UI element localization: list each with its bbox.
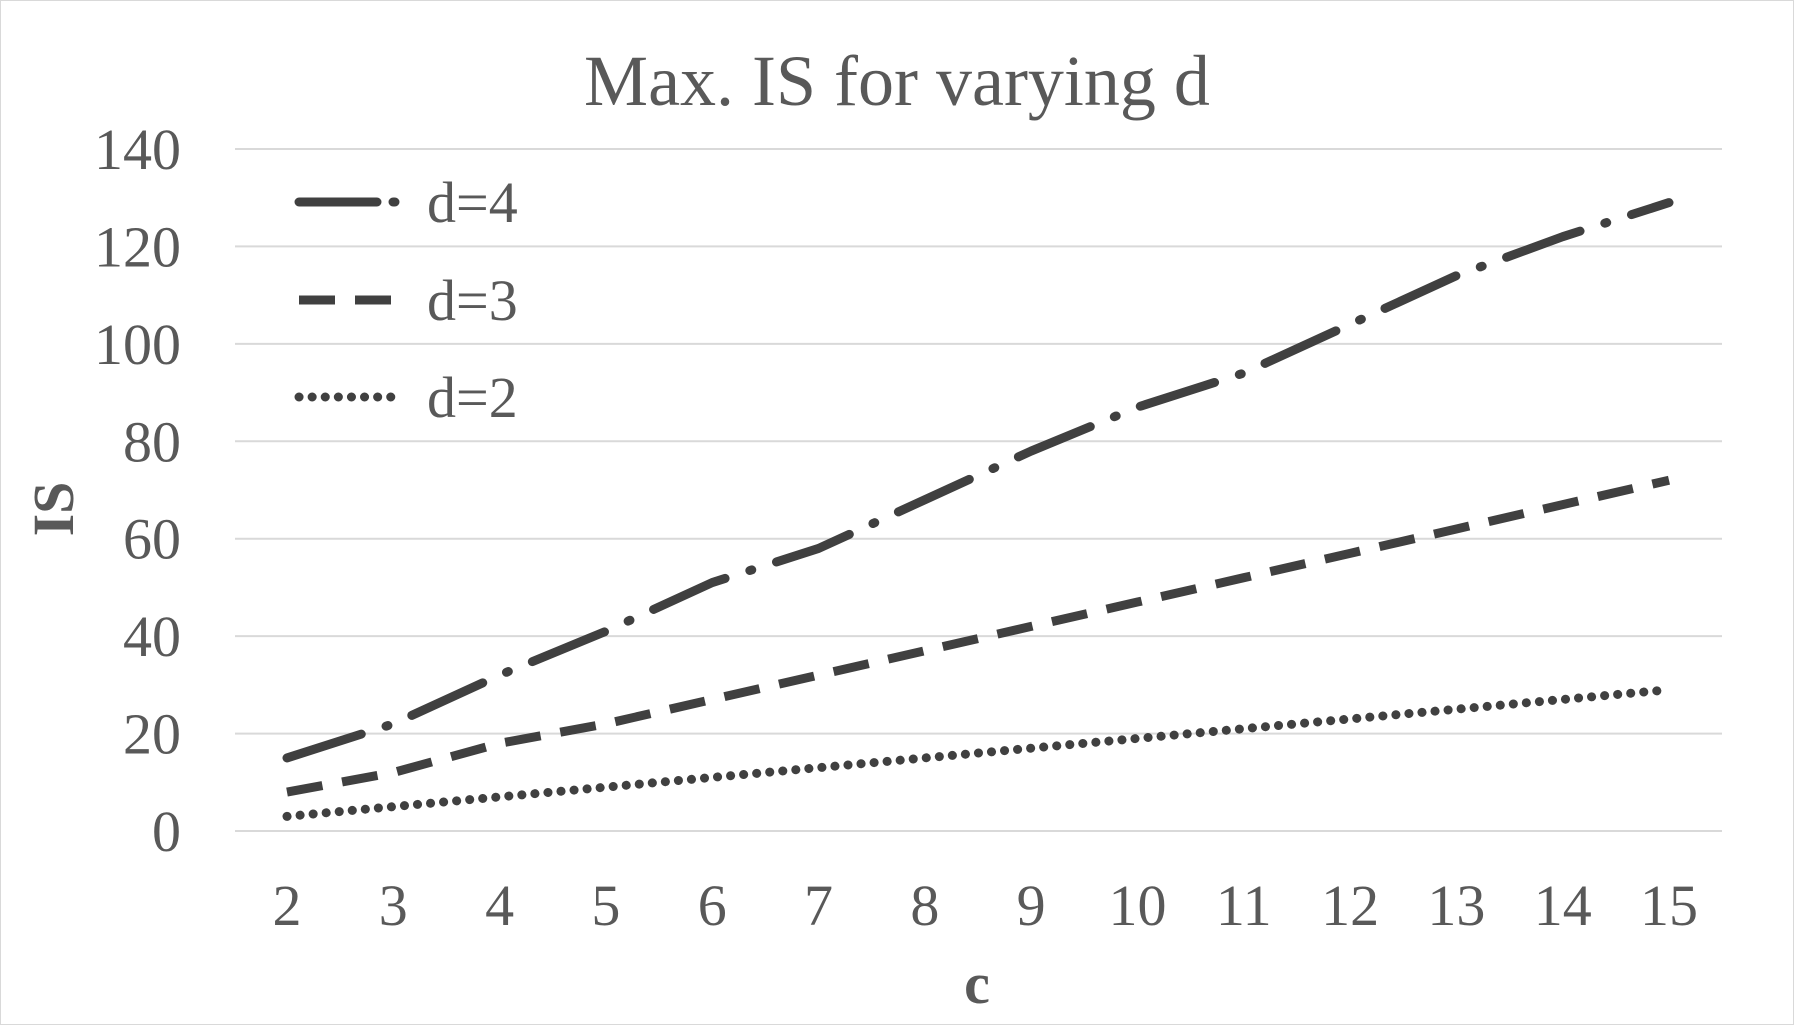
y-tick-label: 20 [123, 702, 181, 767]
y-tick-label: 80 [123, 409, 181, 474]
legend-label: d=4 [427, 170, 518, 235]
x-tick-label: 15 [1640, 873, 1698, 938]
x-tick-label: 2 [273, 873, 302, 938]
series-line-d-2 [282, 685, 1674, 821]
x-tick-label: 3 [379, 873, 408, 938]
x-tick-label: 9 [1017, 873, 1046, 938]
x-tick-label: 10 [1108, 873, 1166, 938]
y-tick-label: 60 [123, 507, 181, 572]
x-tick-label: 5 [591, 873, 620, 938]
x-tick-label: 11 [1216, 873, 1272, 938]
y-axis-label: IS [21, 482, 86, 537]
x-tick-label: 7 [804, 873, 833, 938]
x-tick-label: 13 [1427, 873, 1485, 938]
series-line-d-3 [286, 475, 1671, 797]
series-lines [282, 198, 1674, 821]
legend: d=4 d=3 d=2 [294, 170, 518, 430]
x-tick-label: 6 [698, 873, 727, 938]
chart-title: Max. IS for varying d [584, 41, 1210, 121]
x-tick-label: 12 [1321, 873, 1379, 938]
x-tick-label: 8 [910, 873, 939, 938]
x-axis-label: c [964, 951, 990, 1016]
y-tick-label: 140 [94, 117, 181, 182]
y-tick-label: 40 [123, 604, 181, 669]
y-tick-labels: 0 20 40 60 80 100 120 140 [94, 117, 181, 864]
y-tick-label: 120 [94, 214, 181, 279]
legend-label: d=3 [427, 268, 518, 333]
x-tick-label: 14 [1534, 873, 1592, 938]
gridlines [235, 148, 1722, 832]
series-line-d-4 [282, 198, 1674, 763]
legend-label: d=2 [427, 365, 518, 430]
y-tick-label: 100 [94, 312, 181, 377]
x-tick-labels: 2 3 4 5 6 7 8 9 10 11 12 13 14 15 [273, 873, 1699, 938]
y-tick-label: 0 [152, 799, 181, 864]
x-tick-label: 4 [485, 873, 514, 938]
